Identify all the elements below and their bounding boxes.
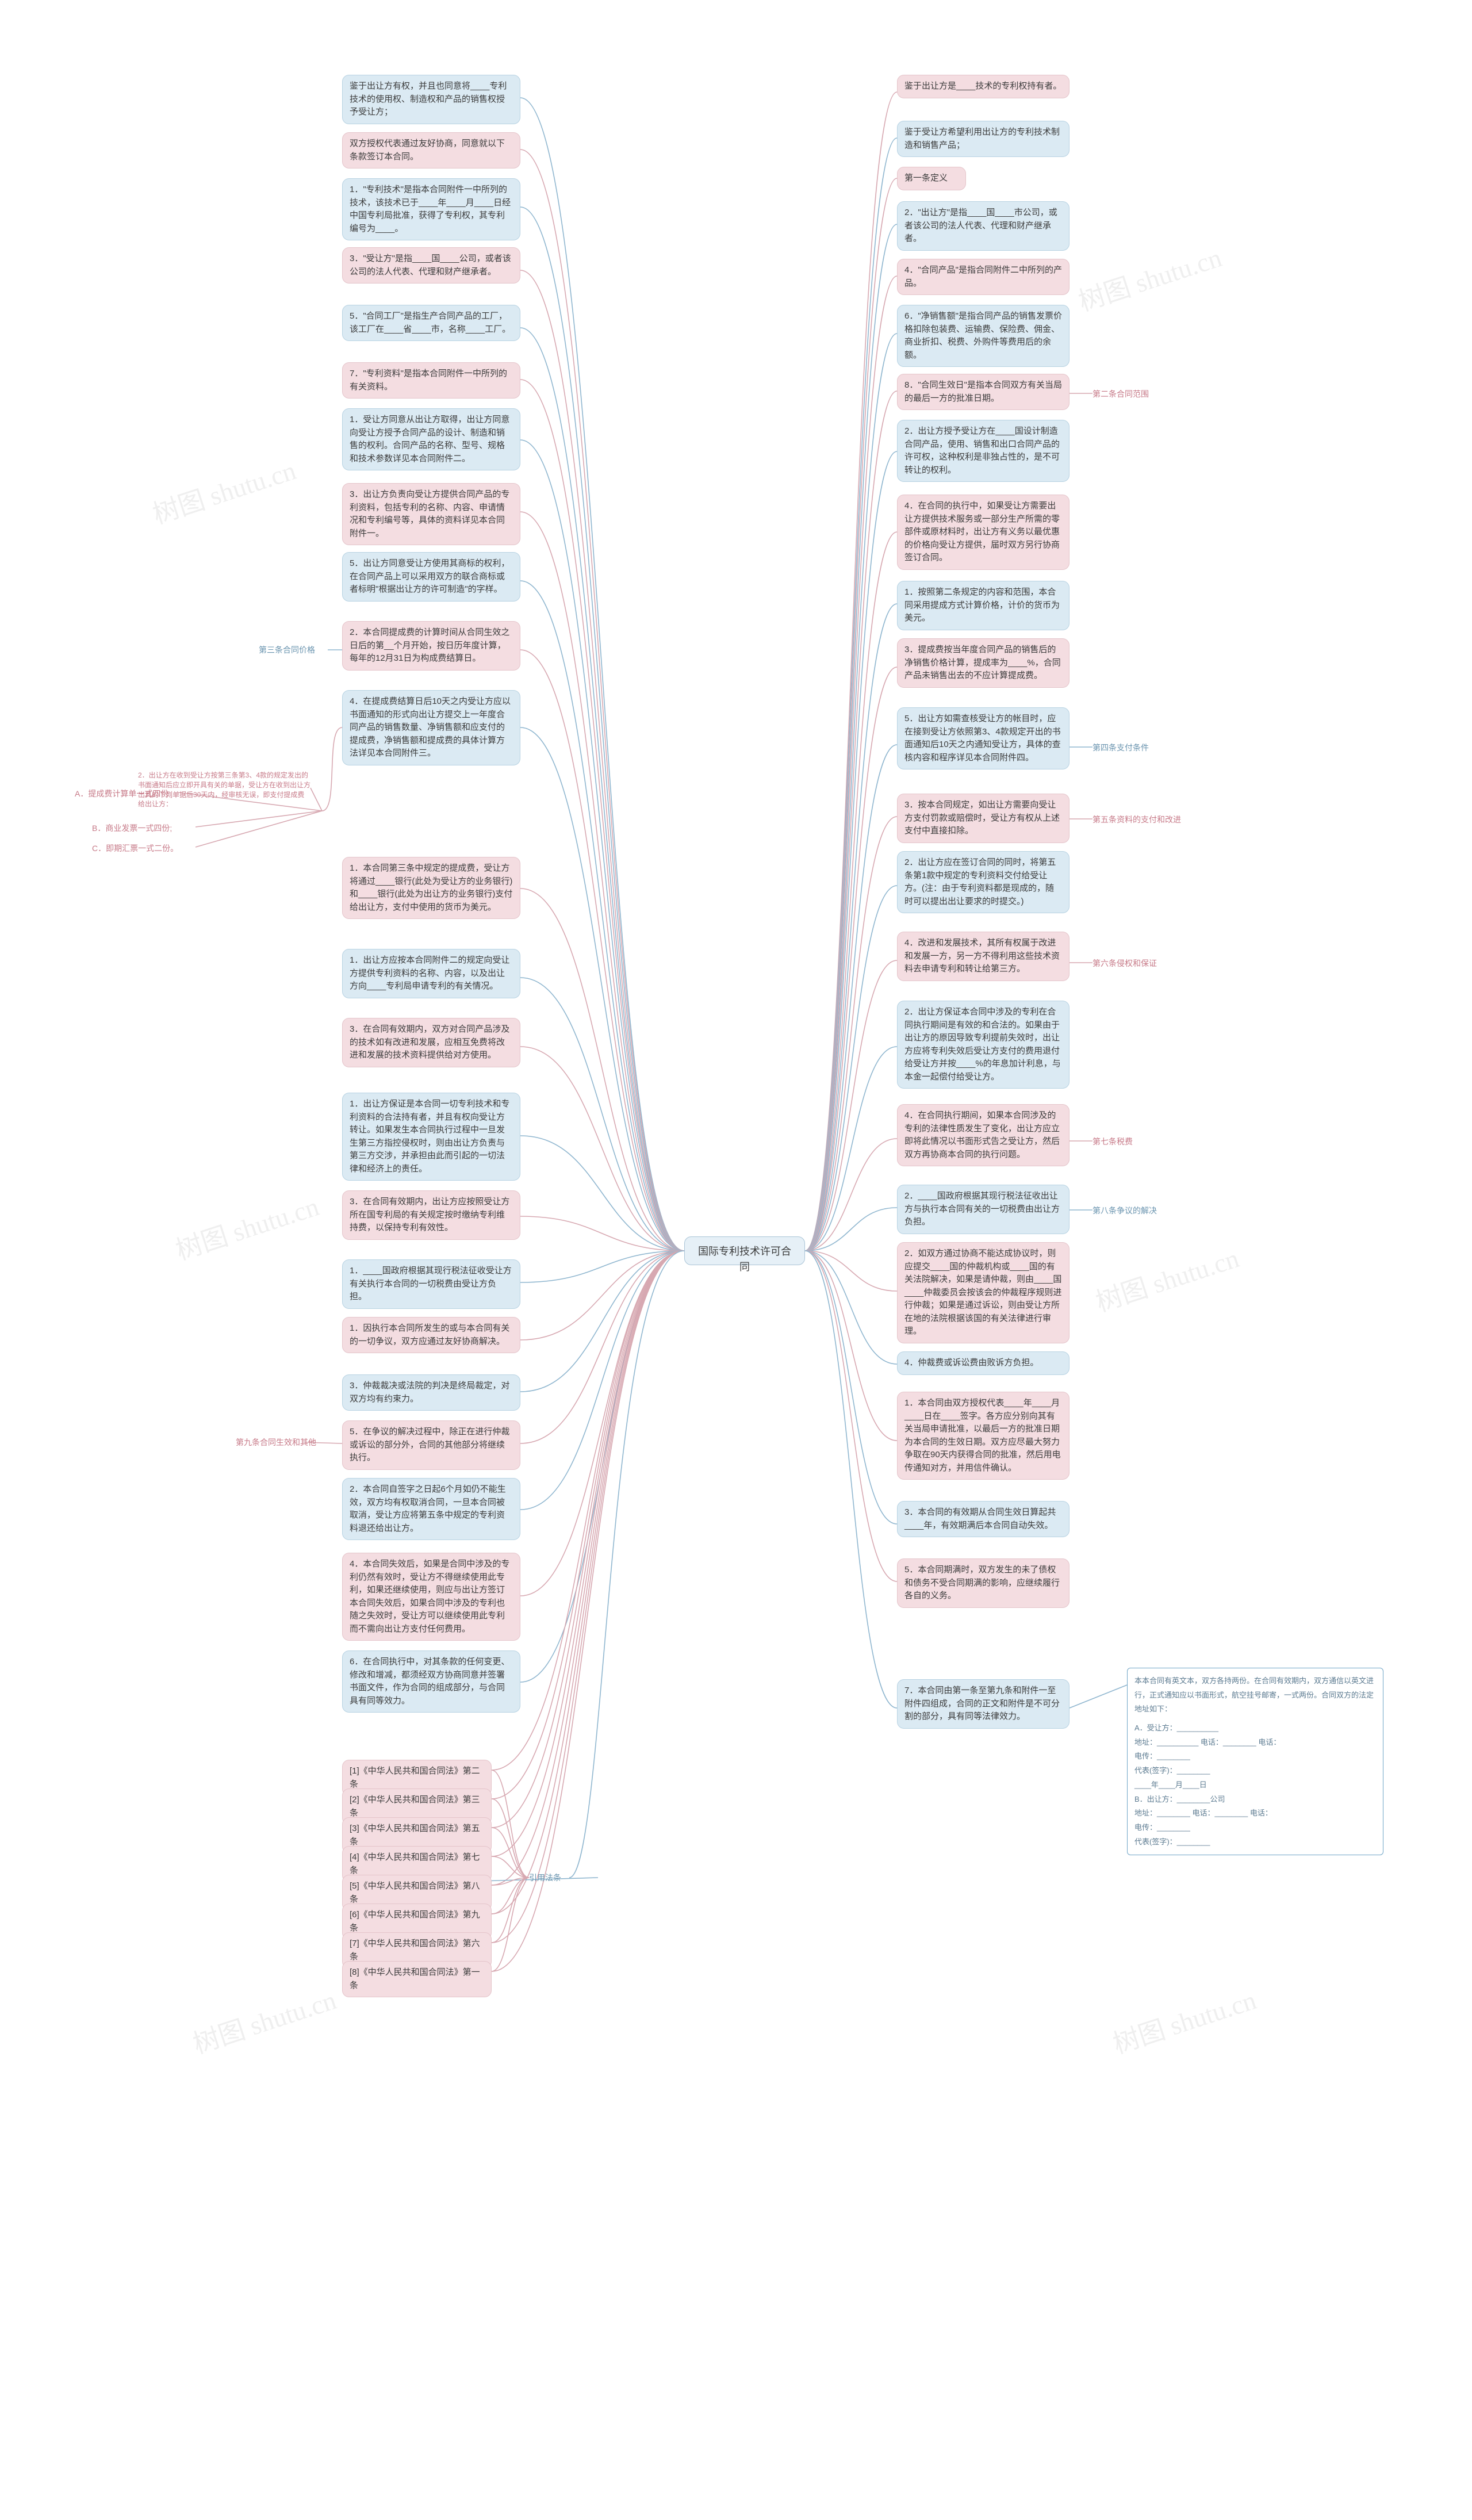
form-field-6: 地址：________ 电话：________ 电话：	[1134, 1806, 1376, 1821]
right-node-R20: 4．仲裁费或诉讼费由败诉方负担。	[897, 1351, 1070, 1375]
right-node-R11: 3．提成费按当年度合同产品的销售后的净销售价格计算，提成率为____%，合同产品…	[897, 638, 1070, 688]
left-node-L16: 3．在合同有效期内，出让方应按照受让方所在国专利局的有关规定按时缴纳专利维持费，…	[342, 1190, 520, 1240]
form-field-5: B．出让方：________公司	[1134, 1793, 1376, 1807]
right-node-R2: 鉴于受让方希望利用出让方的专利技术制造和销售产品；	[897, 121, 1070, 157]
left-node-L4: 3．"受让方"是指____国____公司，或者该公司的法人代表、代理和财产继承者…	[342, 247, 520, 284]
right-node-R18: 2．____国政府根据其现行税法征收出让方与执行本合同有关的一切税费由出让方负担…	[897, 1185, 1070, 1234]
branch-label-LL6: 第九条合同生效和其他	[236, 1437, 316, 1448]
branch-label-RL5: 第七条税费	[1092, 1136, 1133, 1147]
root-node: 国际专利技术许可合同	[684, 1236, 805, 1265]
left-node-L18: 1．因执行本合同所发生的或与本合同有关的一切争议，双方应通过友好协商解决。	[342, 1317, 520, 1353]
signature-form-box: 本本合同有英文本，双方各持两份。在合同有效期内，双方通信以英文进行，正式通知应以…	[1127, 1668, 1383, 1855]
right-node-R9: 4．在合同的执行中，如果受让方需要出让方提供技术服务或一部分生产所需的零部件或原…	[897, 495, 1070, 570]
form-field-4: ____年____月____日	[1134, 1778, 1376, 1793]
branch-label-RL4: 第六条侵权和保证	[1092, 958, 1157, 969]
left-node-L19: 3．仲裁裁决或法院的判决是终局裁定，对双方均有约束力。	[342, 1374, 520, 1411]
branch-label-LL7: 引用法条	[529, 1872, 561, 1883]
right-node-R24: 7．本合同由第一条至第九条和附件一至附件四组成，合同的正文和附件是不可分割的部分…	[897, 1679, 1070, 1729]
right-node-R1: 鉴于出让方是____技术的专利权持有者。	[897, 75, 1070, 98]
right-node-R16: 2．出让方保证本合同中涉及的专利在合同执行期间是有效的和合法的。如果由于出让方的…	[897, 1001, 1070, 1089]
left-node-L12: 1．本合同第三条中规定的提成费，受让方将通过____银行(此处为受让方的业务银行…	[342, 857, 520, 919]
left-node-L11: 4．在提成费结算日后10天之内受让方应以书面通知的形式向出让方提交上一年度合同产…	[342, 690, 520, 765]
form-field-7: 电传：________	[1134, 1821, 1376, 1835]
left-node-L23: 6．在合同执行中，对其条款的任何变更、修改和增减，都须经双方协商同意并签署书面文…	[342, 1650, 520, 1713]
left-node-L10: 2．本合同提成费的计算时间从合同生效之日后的第__个月开始，按日历年度计算，每年…	[342, 621, 520, 671]
left-node-L3: 1．"专利技术"是指本合同附件一中所列的技术，该技术已于____年____月__…	[342, 178, 520, 240]
right-node-R13: 3．按本合同规定，如出让方需要向受让方支付罚款或赔偿时，受让方有权从上述支付中直…	[897, 794, 1070, 843]
branch-label-RL1: 第二条合同范围	[1092, 388, 1149, 400]
right-node-R6: 6．"净销售额"是指合同产品的销售发票价格扣除包装费、运输费、保险费、佣金、商业…	[897, 305, 1070, 367]
left-node-L5: 5．"合同工厂"是指生产合同产品的工厂，该工厂在____省____市，名称___…	[342, 305, 520, 341]
branch-label-RL3: 第五条资料的支付和改进	[1092, 814, 1181, 825]
right-node-R22: 3．本合同的有效期从合同生效日算起共____年，有效期满后本合同自动失效。	[897, 1501, 1070, 1537]
form-intro: 本本合同有英文本，双方各持两份。在合同有效期内，双方通信以英文进行，正式通知应以…	[1134, 1674, 1376, 1717]
branch-label-RL6: 第八条争议的解决	[1092, 1205, 1157, 1216]
right-node-R3: 第一条定义	[897, 167, 966, 190]
right-node-R23: 5．本合同期满时，双方发生的未了债权和债务不受合同期满的影响，应继续履行各自的义…	[897, 1558, 1070, 1608]
left-node-L1: 鉴于出让方有权，并且也同意将____专利技术的使用权、制造权和产品的销售权授予受…	[342, 75, 520, 124]
left-node-L7: 1．受让方同意从出让方取得，出让方同意向受让方授予合同产品的设计、制造和销售的权…	[342, 408, 520, 470]
form-field-2: 电传：________	[1134, 1749, 1376, 1764]
form-field-8: 代表(签字)：________	[1134, 1835, 1376, 1849]
left-node-L15: 1．出让方保证是本合同一切专利技术和专利资料的合法持有者，并且有权向受让方转让。…	[342, 1093, 520, 1181]
right-node-R14: 2．出让方应在签订合同的同时，将第五条第1款中规定的专利资料交付给受让方。(注：…	[897, 851, 1070, 913]
right-node-R21: 1．本合同由双方授权代表____年____月____日在____签字。各方应分别…	[897, 1392, 1070, 1480]
left-node-L8: 3．出让方负责向受让方提供合同产品的专利资料，包括专利的名称、内容、申请情况和专…	[342, 483, 520, 545]
left-node-L22: 4．本合同失效后，如果是合同中涉及的专利仍然有效时，受让方不得继续使用此专利，如…	[342, 1553, 520, 1641]
branch-label-RL2: 第四条支付条件	[1092, 742, 1149, 753]
left-node-L17: 1．____国政府根据其现行税法征收受让方有关执行本合同的一切税费由受让方负担。	[342, 1259, 520, 1309]
branch-label-LL5: C．即期汇票一式二份。	[92, 842, 178, 854]
form-field-0: A．受让方：__________	[1134, 1721, 1376, 1736]
left-node-L6: 7．"专利资料"是指本合同附件一中所列的有关资料。	[342, 362, 520, 399]
left-node-L9: 5．出让方同意受让方使用其商标的权利，在合同产品上可以采用双方的联合商标或者标明…	[342, 552, 520, 602]
right-node-R12: 5．出让方如需查核受让方的帐目时，应在接到受让方依照第3、4款规定开出的书面通知…	[897, 707, 1070, 769]
branch-label-LL1: 第三条合同价格	[259, 644, 315, 656]
right-node-R7: 8．"合同生效日"是指本合同双方有关当局的最后一方的批准日期。	[897, 374, 1070, 410]
form-field-3: 代表(签字)：________	[1134, 1764, 1376, 1778]
right-node-R10: 1．按照第二条规定的内容和范围，本合同采用提成方式计算价格，计价的货币为美元。	[897, 581, 1070, 630]
branch-label-LL4: B．商业发票一式四份;	[92, 822, 172, 834]
branch-label-LL3: 2．出让方在收到受让方按第三条第3、4款的规定发出的书面通知后应立即开具有关的单…	[138, 771, 310, 809]
right-node-R5: 4．"合同产品"是指合同附件二中所列的产品。	[897, 259, 1070, 295]
left-node-L21: 2．本合同自签字之日起6个月如仍不能生效，双方均有权取消合同，一旦本合同被取消，…	[342, 1478, 520, 1540]
right-node-R8: 2．出让方授予受让方在____国设计制造合同产品，使用、销售和出口合同产品的许可…	[897, 420, 1070, 482]
left-node-L14: 3．在合同有效期内，双方对合同产品涉及的技术如有改进和发展，应相互免费将改进和发…	[342, 1018, 520, 1067]
left-node-L20: 5．在争议的解决过程中，除正在进行仲裁或诉讼的部分外，合同的其他部分将继续执行。	[342, 1420, 520, 1470]
left-node-L2: 双方授权代表通过友好协商，同意就以下条款签订本合同。	[342, 132, 520, 168]
right-node-R19: 2．如双方通过协商不能达成协议时，则应提交____国的仲裁机构或____国的有关…	[897, 1242, 1070, 1343]
form-field-1: 地址：__________ 电话：________ 电话：	[1134, 1736, 1376, 1750]
right-node-R15: 4．改进和发展技术，其所有权属于改进和发展一方，另一方不得利用这些技术资料去申请…	[897, 932, 1070, 981]
left-node-REF8: [8]《中华人民共和国合同法》第一条	[342, 1961, 492, 1997]
right-node-R4: 2．"出让方"是指____国____市公司，或者该公司的法人代表、代理和财产继承…	[897, 201, 1070, 251]
left-node-L13: 1．出让方应按本合同附件二的规定向受让方提供专利资料的名称、内容，以及出让方向_…	[342, 949, 520, 998]
right-node-R17: 4．在合同执行期间，如果本合同涉及的专利的法律性质发生了变化，出让方应立即将此情…	[897, 1104, 1070, 1166]
